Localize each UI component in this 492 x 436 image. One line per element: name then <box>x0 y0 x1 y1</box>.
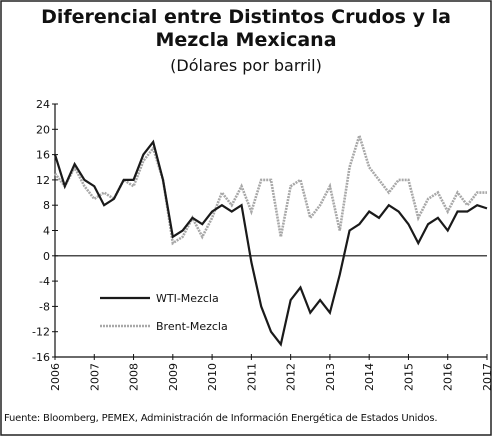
y-tick-label: -4 <box>39 275 50 288</box>
y-tick-label: -12 <box>32 326 50 339</box>
x-tick-label: 2007 <box>88 363 101 391</box>
series-line <box>53 131 487 246</box>
x-tick-label: 2014 <box>363 363 376 391</box>
x-tick-label: 2009 <box>167 363 180 391</box>
y-tick-label: -16 <box>32 351 50 364</box>
y-tick-label: 20 <box>36 123 50 136</box>
y-tick-label: 12 <box>36 174 50 187</box>
y-tick-label: 0 <box>43 250 50 263</box>
y-tick-label: 24 <box>36 98 50 111</box>
x-tick-label: 2017 <box>481 363 492 391</box>
legend-label: Brent-Mezcla <box>156 320 228 333</box>
x-tick-label: 2013 <box>324 363 337 391</box>
y-tick-label: 4 <box>43 225 50 238</box>
x-tick-label: 2008 <box>128 363 141 391</box>
y-tick-label: 16 <box>36 149 50 162</box>
x-tick-label: 2010 <box>206 363 219 391</box>
legend-label: WTI-Mezcla <box>156 292 219 305</box>
y-tick-label: 8 <box>43 199 50 212</box>
x-tick-label: 2015 <box>402 363 415 391</box>
y-tick-label: -8 <box>39 300 50 313</box>
x-tick-label: 2012 <box>285 363 298 391</box>
x-tick-label: 2011 <box>245 363 258 391</box>
source-note: Fuente: Bloomberg, PEMEX, Administración… <box>4 413 438 424</box>
x-tick-label: 2006 <box>49 363 62 391</box>
chart-subtitle: (Dólares por barril) <box>170 56 322 75</box>
chart-title: Diferencial entre Distintos Crudos y la … <box>41 6 451 51</box>
x-tick-label: 2016 <box>442 363 455 391</box>
series-line <box>53 139 488 347</box>
